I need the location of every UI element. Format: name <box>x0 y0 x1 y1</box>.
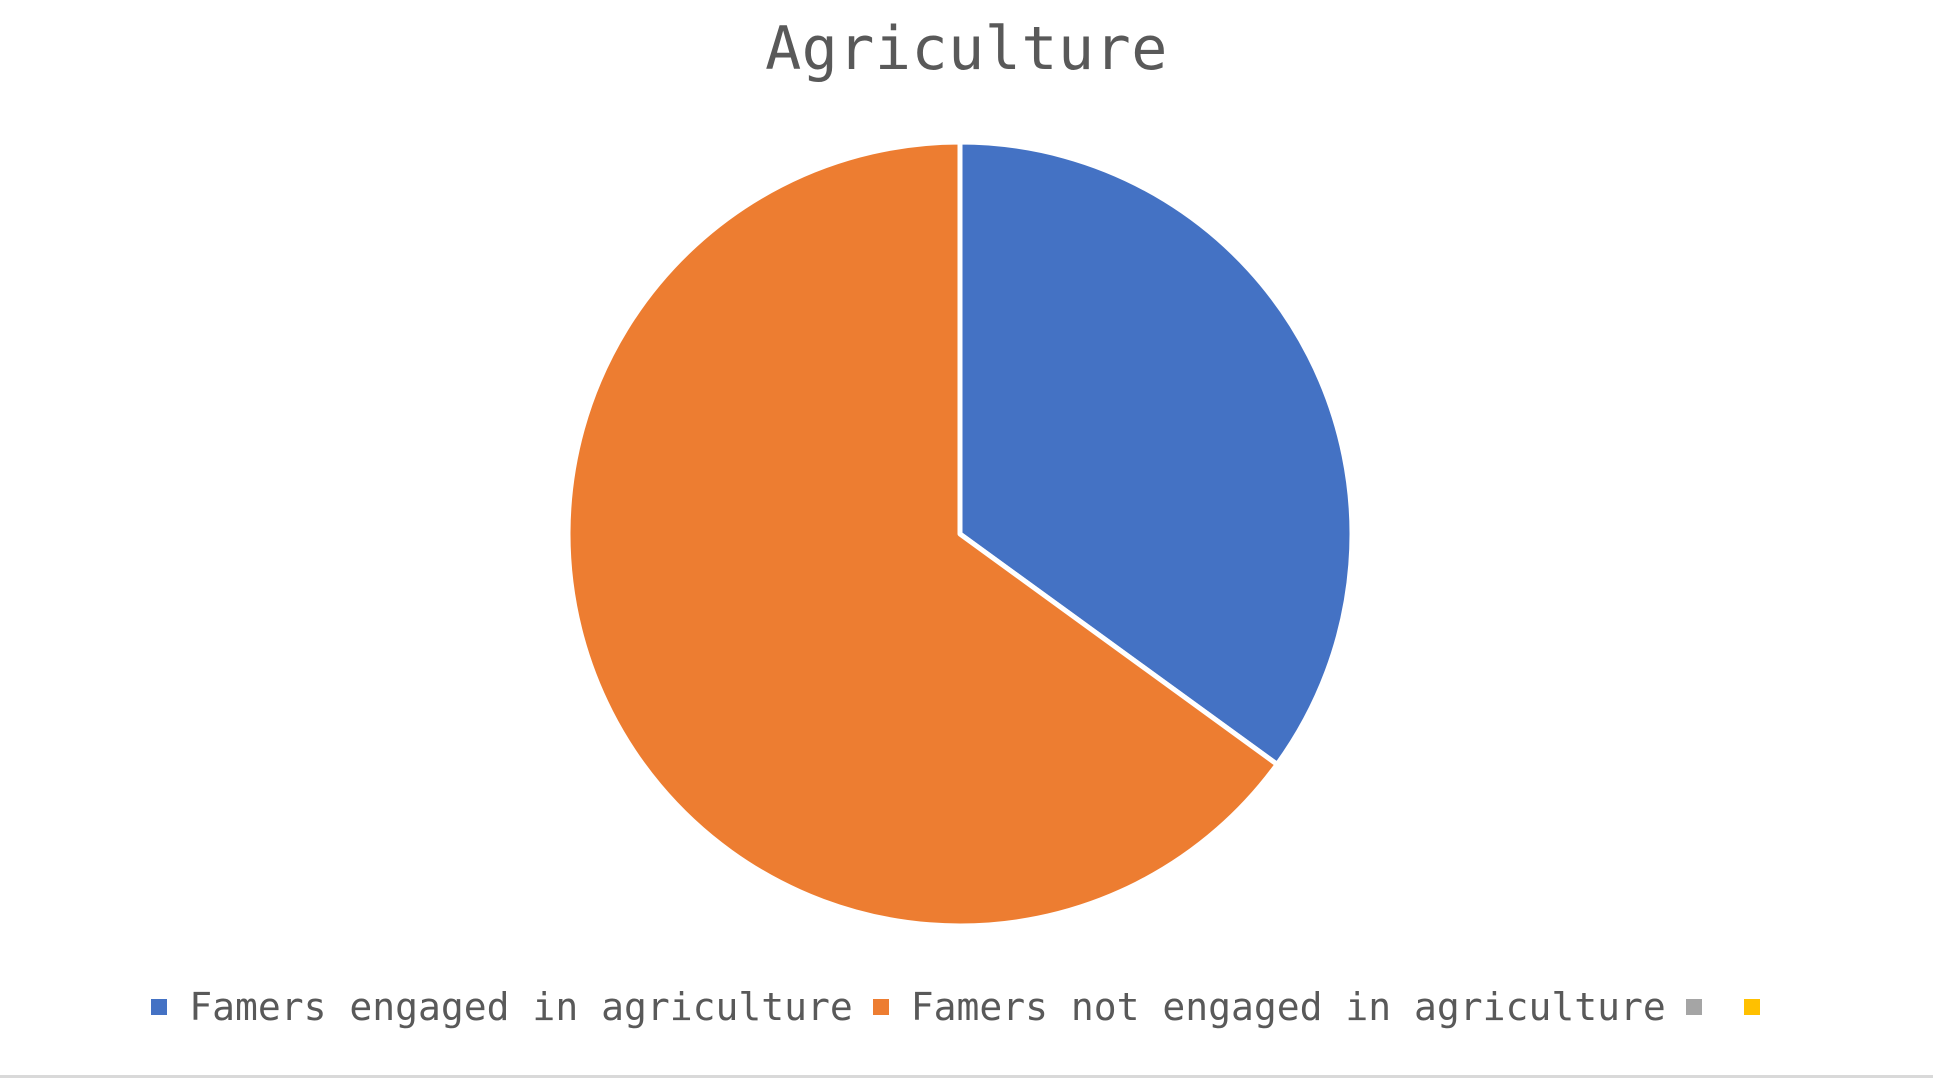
legend-swatch-not-engaged <box>872 999 889 1015</box>
legend-swatch-series-3 <box>1685 999 1702 1015</box>
pie-slice-0 <box>957 139 1355 767</box>
legend-item-engaged: Famers engaged in agriculture <box>151 985 853 1029</box>
legend-swatch-engaged <box>151 999 168 1015</box>
legend-label-not-engaged: Famers not engaged in agriculture <box>910 985 1666 1029</box>
legend: Famers engaged in agriculture Famers not… <box>0 985 1933 1029</box>
chart-title: Agriculture <box>765 14 1168 84</box>
bottom-divider <box>0 1075 1933 1078</box>
legend-swatch-series-4 <box>1743 999 1760 1015</box>
legend-item-series-3 <box>1685 999 1724 1015</box>
pie-slice-1 <box>565 139 1280 929</box>
legend-item-series-4 <box>1743 999 1782 1015</box>
legend-item-not-engaged: Famers not engaged in agriculture <box>872 985 1666 1029</box>
legend-label-engaged: Famers engaged in agriculture <box>189 985 853 1029</box>
